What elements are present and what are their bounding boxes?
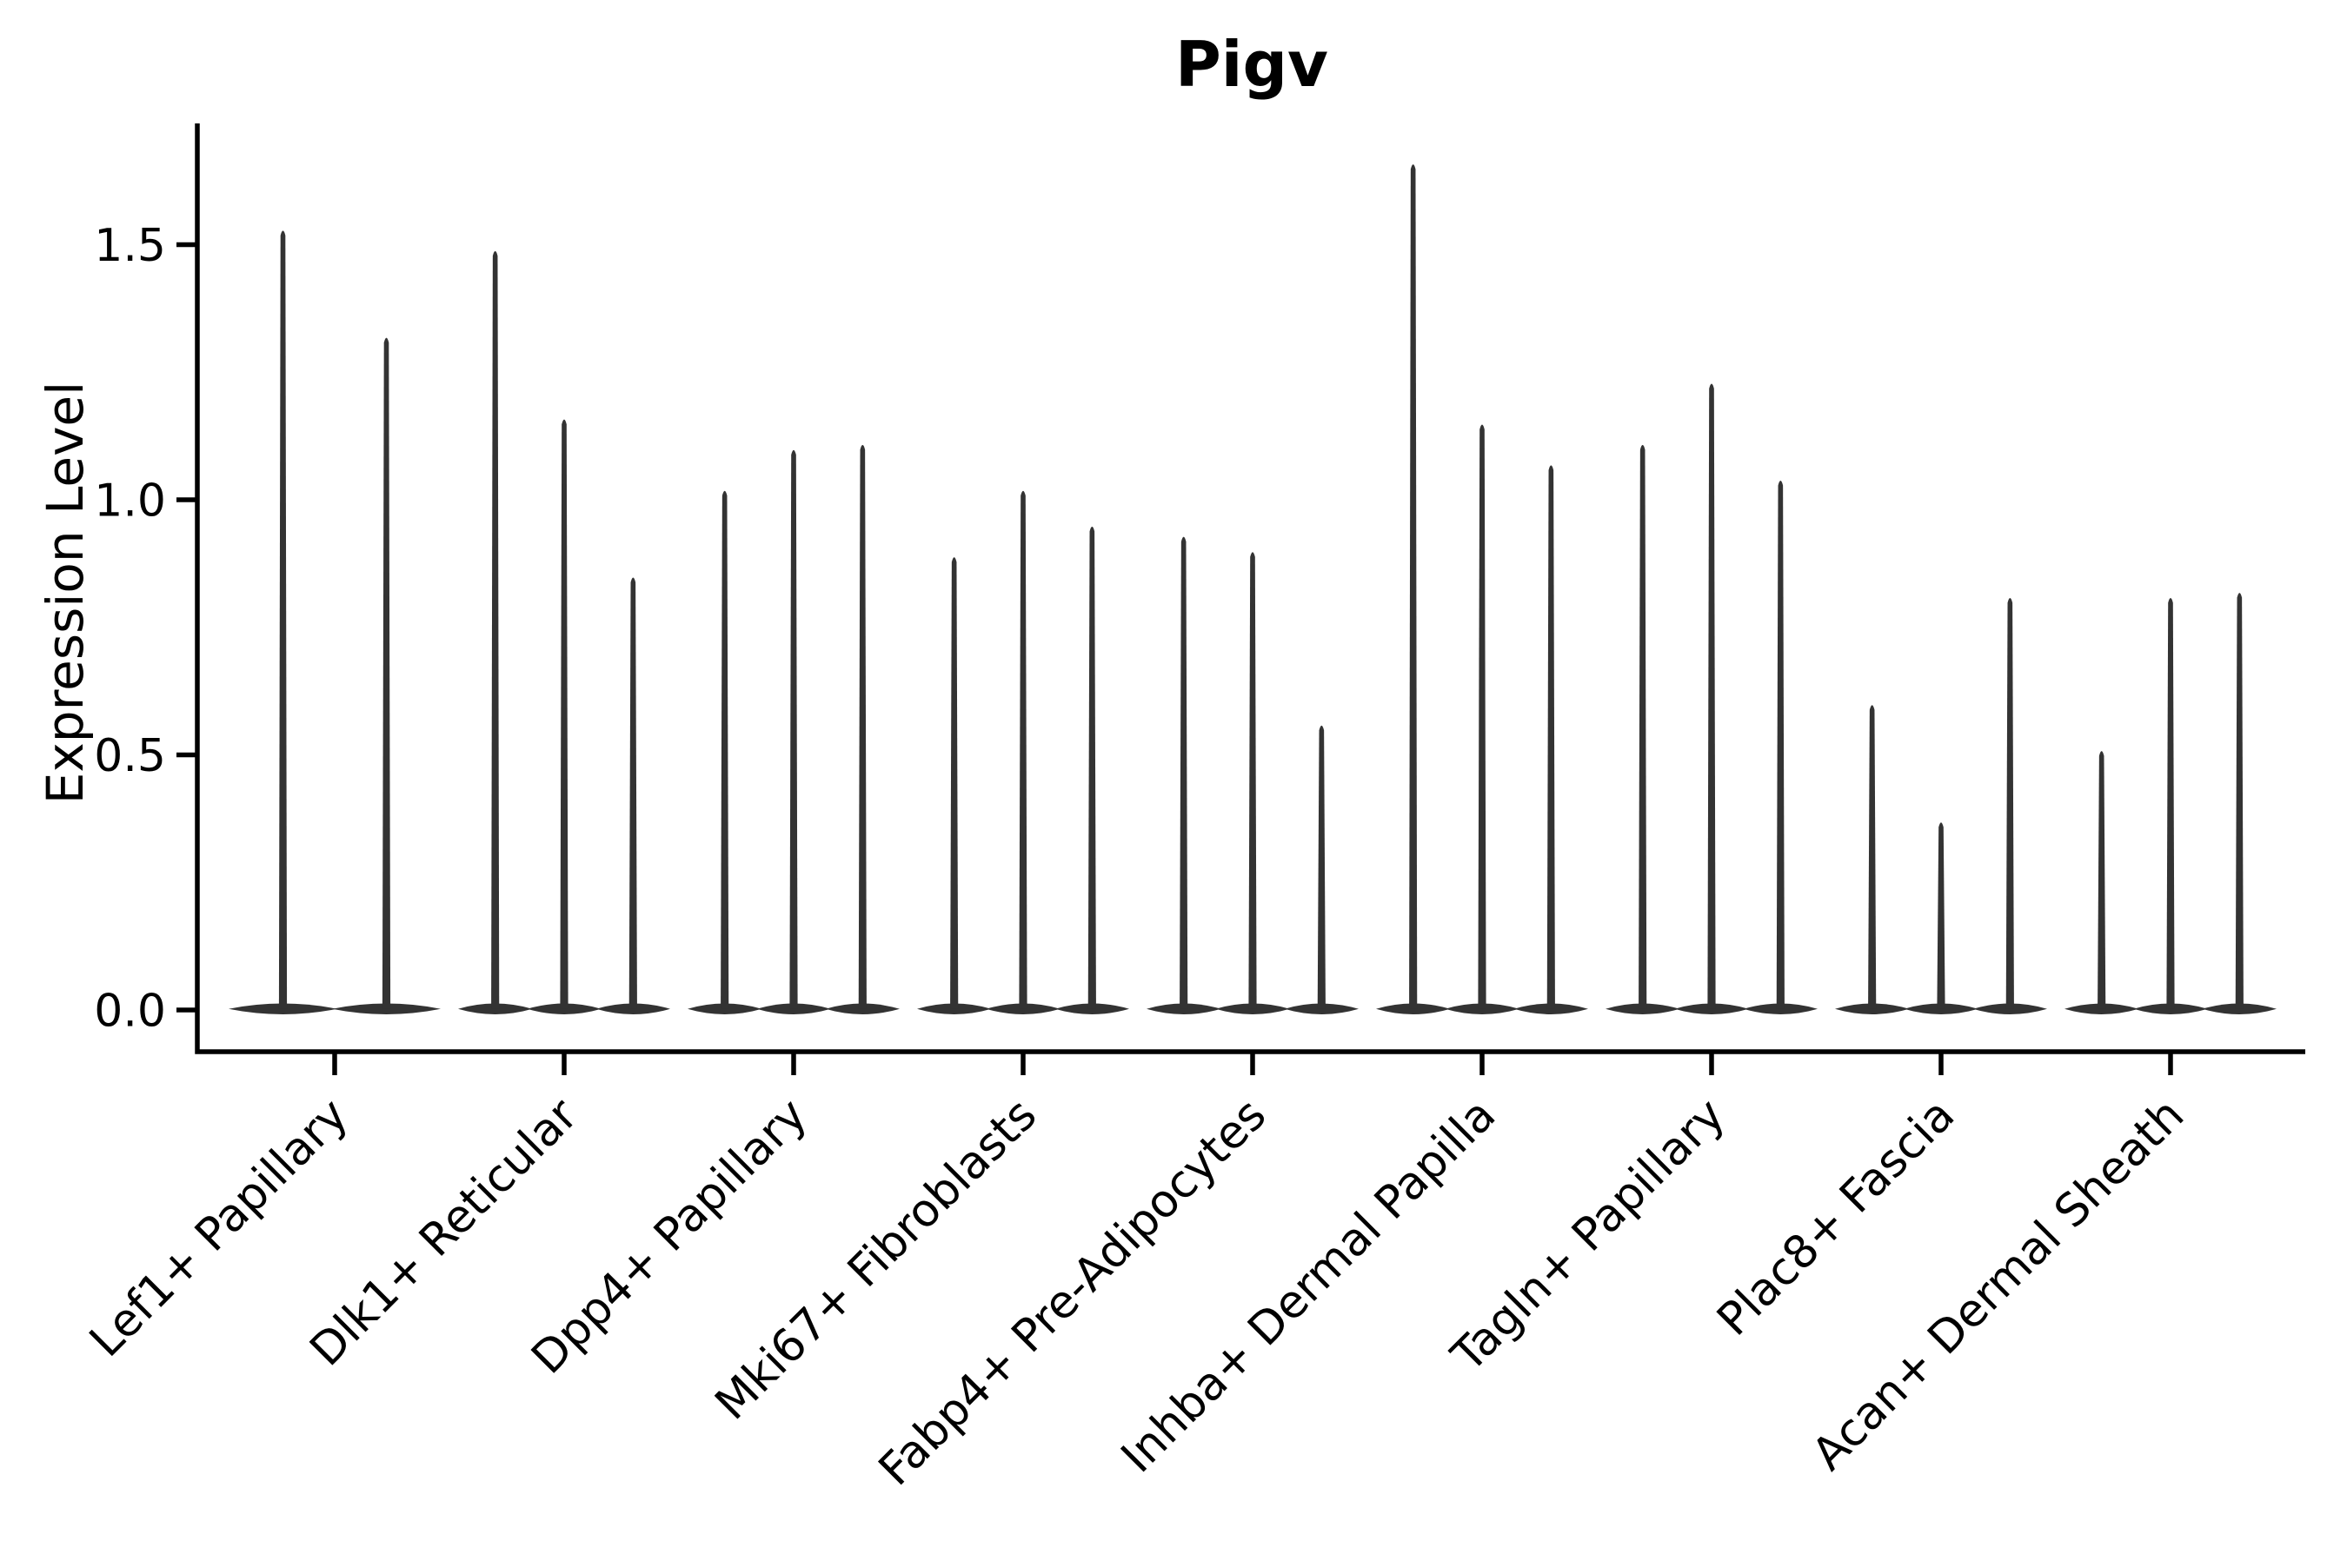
- violin-spike: [2005, 598, 2014, 1009]
- violin-spike: [2166, 598, 2175, 1009]
- violin-group: [1376, 164, 1588, 1014]
- x-tick-label: Plac8+ Fascia: [1707, 1089, 1965, 1346]
- violin-spike: [278, 230, 288, 1009]
- violin-spike: [382, 337, 391, 1009]
- violin-spike: [628, 577, 637, 1009]
- violin-spike: [1317, 725, 1326, 1009]
- x-ticks: [332, 1052, 2173, 1075]
- y-axis-label: Expression Level: [36, 382, 95, 804]
- violin-spike: [2235, 593, 2244, 1009]
- violin-group: [688, 444, 900, 1014]
- violin-group: [917, 490, 1129, 1014]
- violin-spike: [491, 250, 500, 1009]
- violin-spike: [1248, 552, 1257, 1009]
- violin-spike: [1409, 164, 1418, 1009]
- x-tick-label: Fabp4+ Pre-Adipocytes: [869, 1089, 1276, 1496]
- violin-group: [2064, 593, 2277, 1014]
- violin-spike: [2098, 751, 2106, 1009]
- axis-spine: [195, 123, 2305, 1054]
- y-ticks: [176, 242, 197, 1013]
- violin-spike: [1776, 481, 1785, 1009]
- y-tick-label: 1.5: [94, 220, 166, 272]
- violin-spike: [789, 449, 798, 1009]
- violin-spike: [1087, 526, 1096, 1009]
- x-tick-label: Inhba+ Dermal Papilla: [1112, 1089, 1506, 1483]
- axes-spines: [195, 123, 2305, 1054]
- y-tick-label: 0.0: [94, 986, 166, 1038]
- violin-spike: [1639, 444, 1647, 1009]
- y-tick-labels: 0.0 0.5 1.0 1.5: [94, 220, 166, 1038]
- violin-spike: [1546, 465, 1555, 1009]
- violin-spike: [1707, 383, 1716, 1009]
- violin-spike: [560, 419, 568, 1009]
- violin-group: [458, 250, 670, 1014]
- violin-group: [1147, 536, 1359, 1014]
- y-tick-label: 1.0: [94, 475, 166, 528]
- violin-spike: [1868, 705, 1877, 1009]
- violin-group: [1606, 383, 1818, 1014]
- violin-spike: [1180, 536, 1188, 1009]
- violin-group: [229, 230, 441, 1014]
- violin-spike: [1937, 822, 1945, 1009]
- y-tick-label: 0.5: [94, 730, 166, 782]
- violin-spike: [721, 490, 729, 1009]
- violin-spike: [858, 444, 867, 1009]
- violin-spike: [950, 557, 959, 1009]
- violin-spike: [1019, 490, 1027, 1009]
- x-tick-label: Acan+ Dermal Sheath: [1803, 1089, 2195, 1481]
- violins-layer: [229, 164, 2277, 1014]
- chart-title: Pigv: [1175, 28, 1328, 101]
- violin-group: [1835, 598, 2047, 1014]
- violin-spike: [1478, 424, 1486, 1009]
